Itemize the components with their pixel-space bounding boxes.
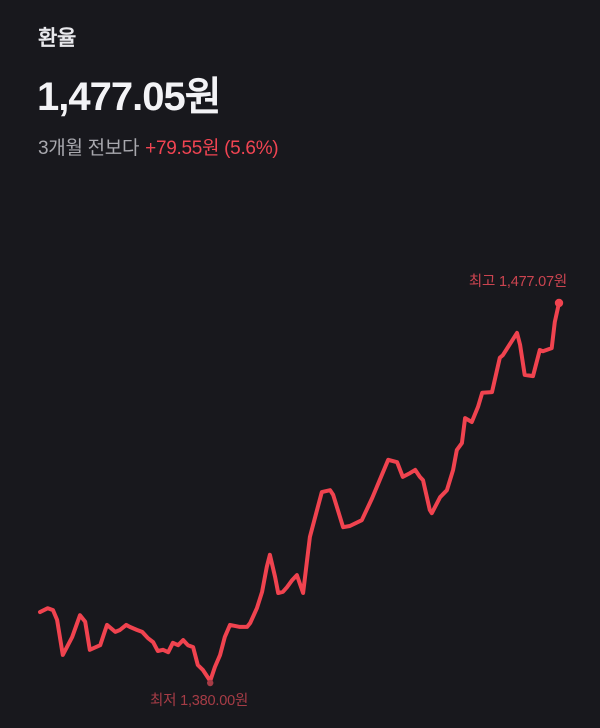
- low-point-dot: [207, 679, 214, 687]
- compare-period-label: 3개월 전보다: [38, 138, 140, 159]
- high-annotation: 최고 1,477.07원: [468, 274, 567, 290]
- current-rate-value: 1,477.05원: [37, 75, 222, 119]
- change-summary: 3개월 전보다 +79.55원 (5.6%): [38, 133, 279, 160]
- rate-line: [38, 301, 561, 683]
- page-title: 환율: [38, 27, 77, 50]
- end-point-dot: [554, 298, 564, 308]
- low-annotation: 최저 1,380.00원: [150, 693, 249, 709]
- change-amount: +79.55원 (5.6%): [145, 138, 279, 159]
